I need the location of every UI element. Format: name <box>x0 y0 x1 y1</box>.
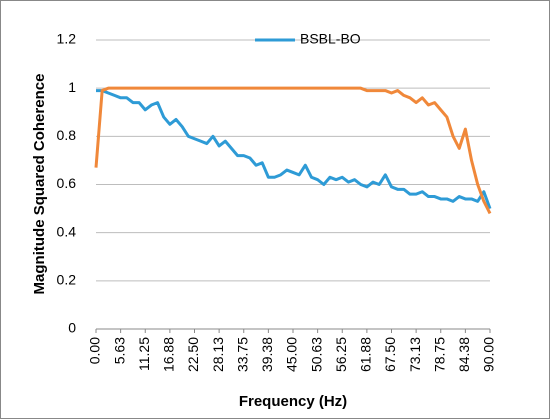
x-tick-label: 28.13 <box>210 337 226 372</box>
y-tick-label: 0.4 <box>57 223 77 239</box>
x-tick-label: 67.50 <box>382 337 398 372</box>
x-tick-label: 22.50 <box>185 337 201 372</box>
y-tick-label: 1.2 <box>57 31 77 47</box>
x-tick-label: 90.00 <box>481 337 497 372</box>
x-tick-label: 50.63 <box>308 337 324 372</box>
series-line <box>96 89 492 210</box>
y-tick-label: 0.2 <box>57 272 77 288</box>
x-tick-label: 39.38 <box>259 337 275 372</box>
y-axis-label: Magnitude Squared Coherence <box>31 74 48 295</box>
x-tick-label: 33.75 <box>234 337 250 372</box>
y-tick-label: 0.8 <box>57 127 77 143</box>
y-tick-label: 0.6 <box>57 175 77 191</box>
x-tick-label: 84.38 <box>456 337 472 372</box>
series-line <box>94 86 492 215</box>
x-tick-label: 61.88 <box>358 337 374 372</box>
x-tick-label: 0.00 <box>87 337 103 364</box>
x-tick-label: 56.25 <box>333 337 349 372</box>
x-tick-label: 45.00 <box>284 337 300 372</box>
x-tick-label: 16.88 <box>161 337 177 372</box>
legend-label: BSBL-BO <box>300 31 361 47</box>
x-tick-label: 73.13 <box>407 337 423 372</box>
y-tick-label: 0 <box>68 320 76 336</box>
x-tick-label: 78.75 <box>431 337 447 372</box>
x-axis-label: Frequency (Hz) <box>239 393 347 410</box>
x-tick-label: 11.25 <box>136 337 152 371</box>
x-tick-label: 5.63 <box>111 337 127 364</box>
y-tick-label: 1 <box>68 79 76 95</box>
